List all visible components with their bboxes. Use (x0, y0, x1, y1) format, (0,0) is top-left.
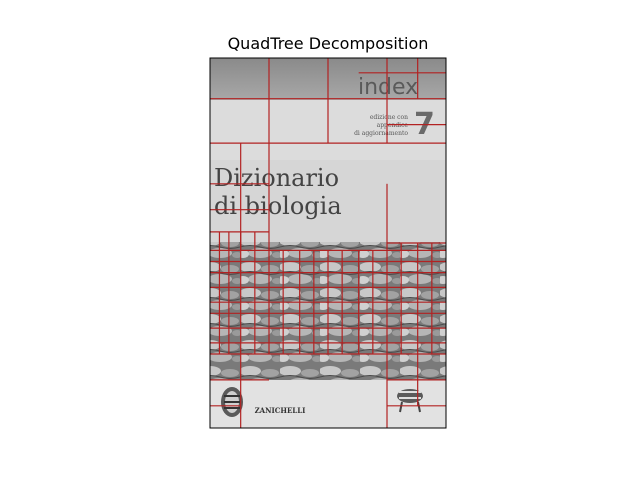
edition-note-line-2: appendice (377, 122, 409, 129)
edition-note-line-3: di aggiornamento (354, 130, 408, 137)
quadtree-grid (210, 58, 446, 428)
zebra-logo-left (221, 387, 243, 417)
edition-note-line-1: edizione con (370, 114, 408, 121)
image-frame (209, 57, 447, 429)
publisher-series-text: index (358, 75, 418, 100)
publisher-text: ZANICHELLI (255, 406, 306, 415)
book-title-line-2: di biologia (214, 192, 342, 220)
book-title-line-1: Dizionario (214, 164, 339, 192)
zebra-logo-right (397, 389, 423, 413)
chart-title: QuadTree Decomposition (228, 34, 429, 53)
